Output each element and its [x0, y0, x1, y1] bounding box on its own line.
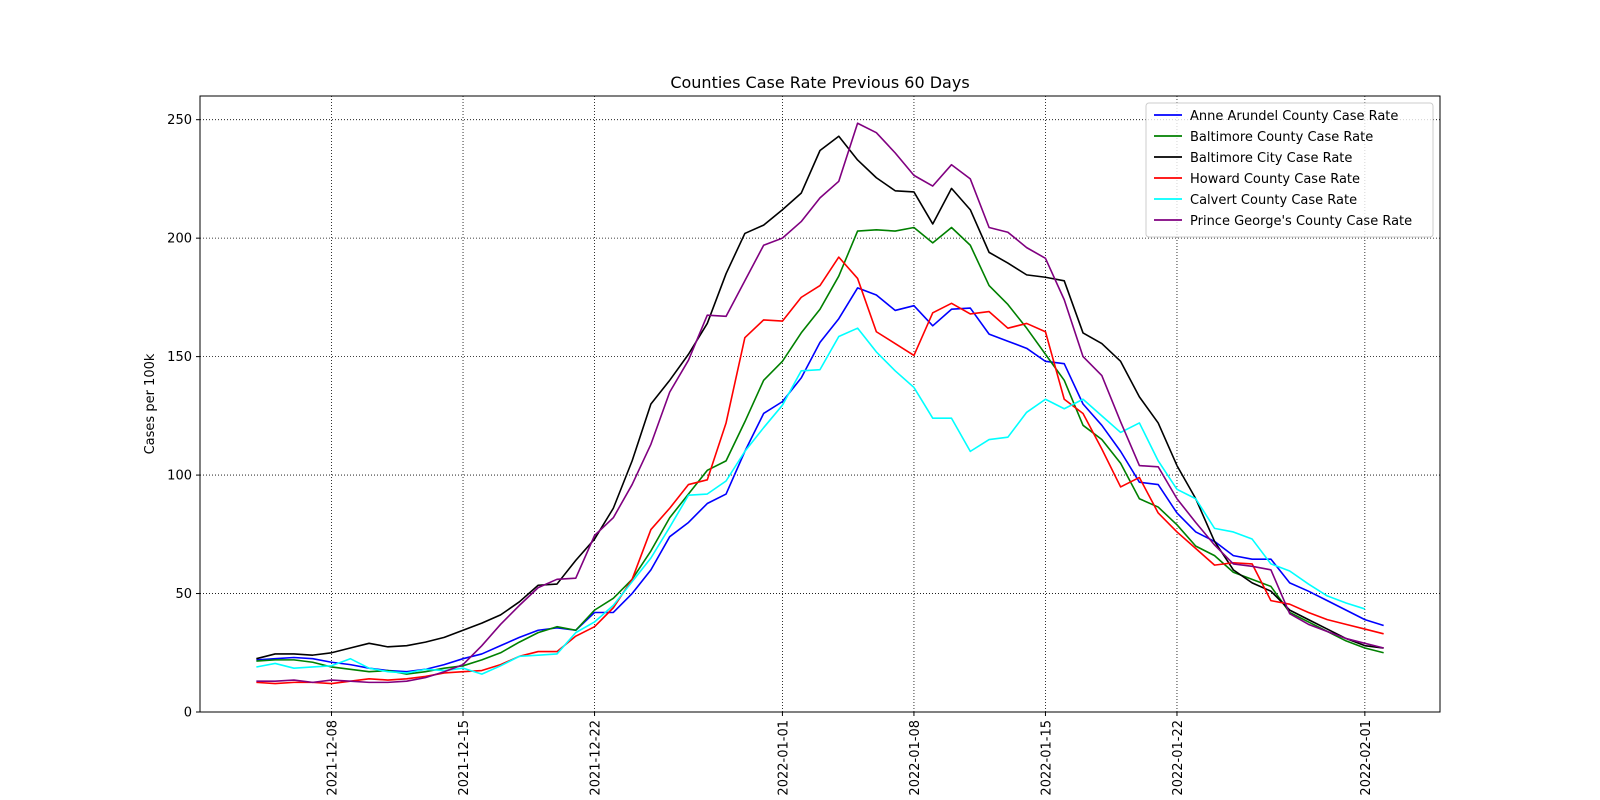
legend-label: Baltimore City Case Rate	[1190, 151, 1352, 166]
y-tick-label: 200	[167, 232, 192, 247]
y-tick-label: 150	[167, 350, 192, 365]
grid-lines	[200, 96, 1440, 713]
legend-label: Howard County Case Rate	[1190, 172, 1360, 187]
x-tick-label: 2022-01-22	[1171, 720, 1186, 796]
legend-label: Prince George's County Case Rate	[1190, 214, 1412, 229]
legend-label: Calvert County Case Rate	[1190, 193, 1357, 208]
x-tick-label: 2022-01-08	[908, 720, 923, 796]
series-line-6	[256, 122, 1384, 684]
x-tick-label: 2022-01-01	[776, 720, 791, 796]
x-tick-label: 2021-12-22	[589, 720, 604, 796]
plot-frame	[199, 95, 1441, 713]
x-tick-label: 2021-12-08	[326, 720, 341, 796]
series-layer	[256, 122, 1384, 685]
y-tick-label: 50	[175, 587, 192, 602]
y-tick-label: 100	[167, 469, 192, 484]
axis-ticks: 0 50 100 150 200 250 2021-12-08 2021-12-15 2021-…	[167, 113, 1374, 795]
legend-label: Baltimore County Case Rate	[1190, 130, 1373, 145]
series-line-5	[256, 327, 1366, 675]
legend-label: Anne Arundel County Case Rate	[1190, 109, 1398, 124]
x-tick-label: 2021-12-15	[457, 720, 472, 796]
series-line-2	[256, 226, 1384, 675]
legend: Anne Arundel County Case Rate Baltimore C…	[1145, 102, 1434, 238]
x-tick-label: 2022-02-01	[1359, 720, 1374, 796]
y-tick-label: 250	[167, 113, 192, 128]
y-tick-label: 0	[184, 706, 192, 721]
x-tick-label: 2022-01-15	[1039, 720, 1054, 796]
legend-frame	[1145, 102, 1434, 238]
series-line-1	[256, 287, 1384, 673]
series-line-4	[256, 256, 1384, 685]
chart-title: Counties Case Rate Previous 60 Days	[670, 73, 969, 92]
y-axis-label: Cases per 100k	[143, 353, 158, 454]
